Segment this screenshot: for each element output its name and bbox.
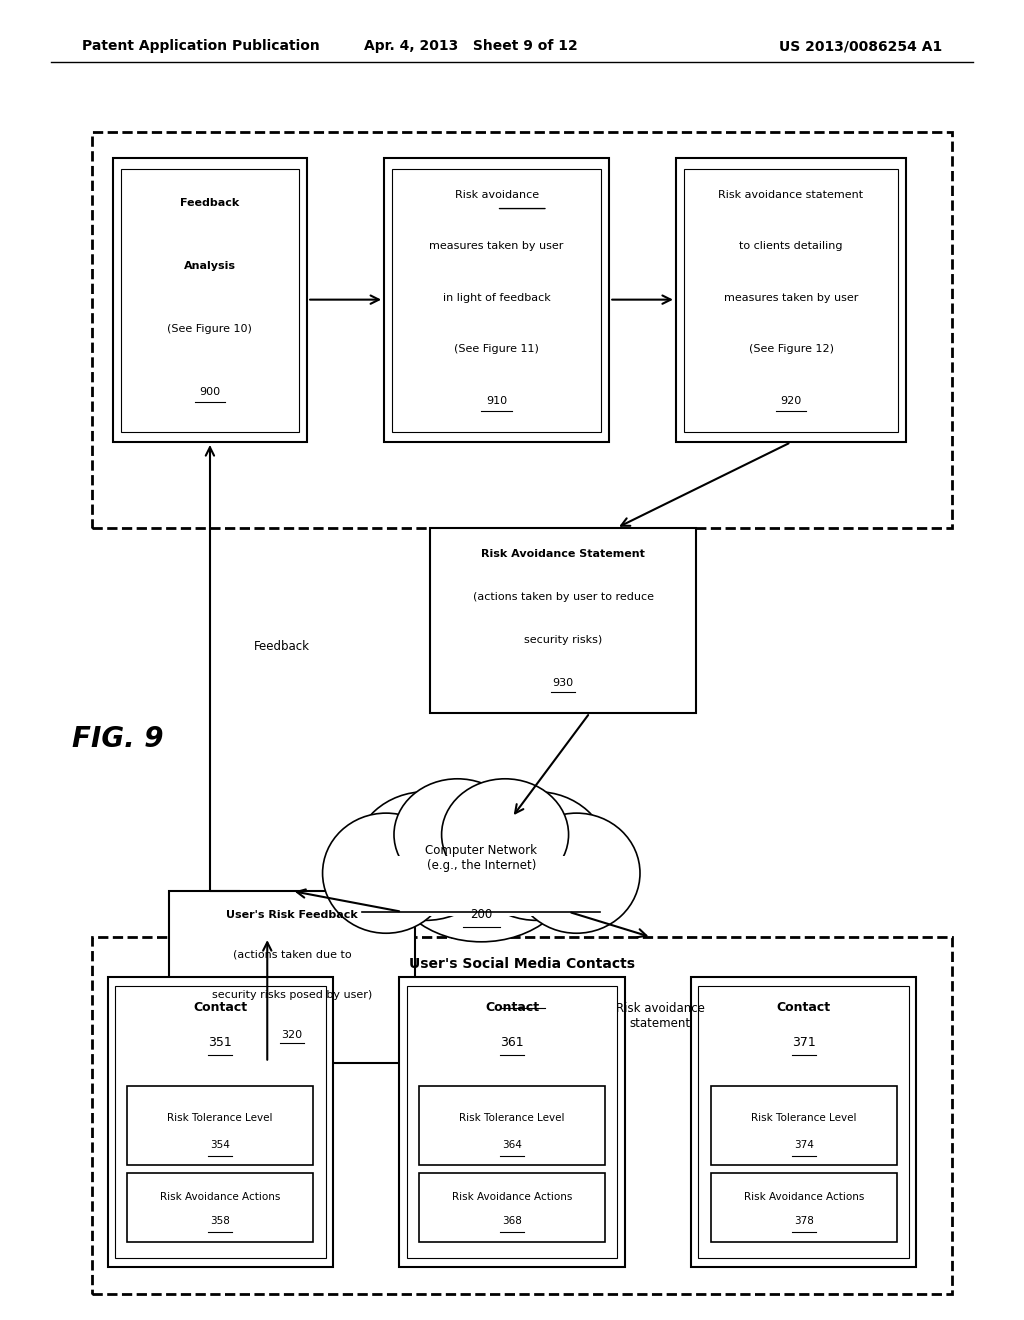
Text: 200: 200 — [470, 908, 493, 921]
Text: User's Social Media Contacts: User's Social Media Contacts — [410, 957, 635, 972]
Text: Feedback: Feedback — [180, 198, 240, 207]
Text: 378: 378 — [794, 1216, 814, 1226]
Text: User's Risk Feedback: User's Risk Feedback — [226, 909, 357, 920]
Text: 364: 364 — [502, 1140, 522, 1150]
Ellipse shape — [386, 787, 577, 942]
Text: 910: 910 — [486, 396, 507, 407]
Text: Risk Tolerance Level: Risk Tolerance Level — [751, 1113, 857, 1123]
Text: (actions taken by user to reduce: (actions taken by user to reduce — [473, 591, 653, 602]
FancyBboxPatch shape — [419, 1172, 605, 1242]
FancyBboxPatch shape — [430, 528, 696, 713]
Text: US 2013/0086254 A1: US 2013/0086254 A1 — [779, 40, 942, 53]
FancyBboxPatch shape — [169, 891, 415, 1063]
Text: 358: 358 — [210, 1216, 230, 1226]
FancyBboxPatch shape — [113, 158, 307, 442]
Text: 900: 900 — [200, 387, 220, 397]
FancyBboxPatch shape — [127, 1172, 313, 1242]
Text: measures taken by user: measures taken by user — [429, 242, 564, 251]
Text: Risk avoidance
statement: Risk avoidance statement — [616, 1002, 705, 1031]
FancyBboxPatch shape — [399, 977, 625, 1267]
FancyBboxPatch shape — [407, 986, 617, 1258]
FancyBboxPatch shape — [711, 1172, 897, 1242]
Text: Risk Avoidance Actions: Risk Avoidance Actions — [743, 1192, 864, 1203]
Text: 368: 368 — [502, 1216, 522, 1226]
Ellipse shape — [513, 813, 640, 933]
Text: Risk Avoidance Statement: Risk Avoidance Statement — [481, 549, 645, 558]
Text: Analysis: Analysis — [184, 260, 236, 271]
FancyBboxPatch shape — [676, 158, 906, 442]
Text: User: User — [503, 158, 542, 173]
Text: Risk Avoidance Actions: Risk Avoidance Actions — [160, 1192, 281, 1203]
Text: (See Figure 11): (See Figure 11) — [455, 345, 539, 354]
Text: (actions taken due to: (actions taken due to — [232, 950, 351, 960]
FancyBboxPatch shape — [127, 1086, 313, 1164]
FancyBboxPatch shape — [711, 1086, 897, 1164]
FancyBboxPatch shape — [392, 169, 601, 432]
FancyBboxPatch shape — [698, 986, 909, 1258]
Text: Computer Network
(e.g., the Internet): Computer Network (e.g., the Internet) — [425, 843, 538, 873]
FancyBboxPatch shape — [108, 977, 333, 1267]
Text: Contact: Contact — [194, 1001, 247, 1014]
Text: in light of feedback: in light of feedback — [442, 293, 551, 302]
Ellipse shape — [465, 792, 608, 920]
Text: Risk Avoidance Actions: Risk Avoidance Actions — [452, 1192, 572, 1203]
Text: Patent Application Publication: Patent Application Publication — [82, 40, 319, 53]
Text: Feedback: Feedback — [254, 640, 309, 653]
Text: 354: 354 — [210, 1140, 230, 1150]
Text: 930: 930 — [553, 677, 573, 688]
Text: (See Figure 12): (See Figure 12) — [749, 345, 834, 354]
Text: measures taken by user: measures taken by user — [724, 293, 858, 302]
FancyBboxPatch shape — [115, 986, 326, 1258]
Ellipse shape — [394, 779, 521, 891]
Text: Risk Tolerance Level: Risk Tolerance Level — [459, 1113, 565, 1123]
Ellipse shape — [354, 792, 497, 920]
FancyBboxPatch shape — [419, 1086, 605, 1164]
Ellipse shape — [441, 779, 568, 891]
Text: to clients detailing: to clients detailing — [739, 242, 843, 251]
Text: 371: 371 — [792, 1036, 816, 1049]
Text: 351: 351 — [208, 1036, 232, 1049]
FancyBboxPatch shape — [384, 158, 609, 442]
Text: Apr. 4, 2013   Sheet 9 of 12: Apr. 4, 2013 Sheet 9 of 12 — [365, 40, 578, 53]
Text: Risk avoidance statement: Risk avoidance statement — [719, 190, 863, 199]
Text: 350: 350 — [510, 993, 535, 1006]
FancyBboxPatch shape — [362, 857, 600, 916]
Text: security risks posed by user): security risks posed by user) — [212, 990, 372, 999]
Ellipse shape — [323, 813, 450, 933]
Text: 361: 361 — [500, 1036, 524, 1049]
Text: FIG. 9: FIG. 9 — [72, 725, 163, 754]
Text: Contact: Contact — [777, 1001, 830, 1014]
Text: Contact: Contact — [485, 1001, 539, 1014]
Text: security risks): security risks) — [524, 635, 602, 644]
FancyBboxPatch shape — [684, 169, 898, 432]
Text: Risk Tolerance Level: Risk Tolerance Level — [167, 1113, 273, 1123]
Text: Risk avoidance: Risk avoidance — [455, 190, 539, 199]
Text: 920: 920 — [780, 396, 802, 407]
Text: 320: 320 — [282, 1030, 302, 1040]
FancyBboxPatch shape — [691, 977, 916, 1267]
FancyBboxPatch shape — [121, 169, 299, 432]
Text: 300: 300 — [509, 195, 536, 210]
Text: (See Figure 10): (See Figure 10) — [168, 323, 252, 334]
Text: 374: 374 — [794, 1140, 814, 1150]
